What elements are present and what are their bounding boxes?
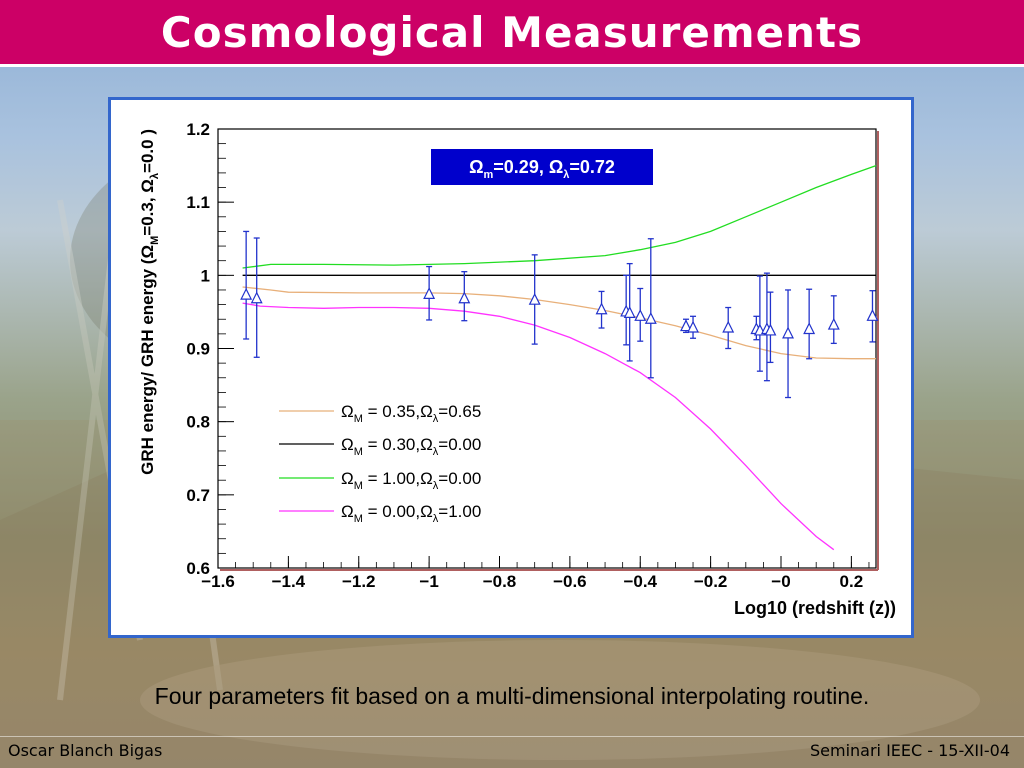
data-point xyxy=(722,320,735,333)
y-tick-label: 1.2 xyxy=(186,120,210,139)
x-tick-label: −1.2 xyxy=(342,572,376,591)
data-point xyxy=(644,311,657,324)
x-tick-label: −1 xyxy=(419,572,438,591)
plot-frame xyxy=(217,128,877,569)
y-tick-label: 1.1 xyxy=(186,193,210,212)
data-point xyxy=(528,292,541,305)
data-point xyxy=(680,319,692,332)
y-tick-label: 0.9 xyxy=(186,340,210,359)
x-tick-label: −1.4 xyxy=(272,572,306,591)
x-tick-label: −0.2 xyxy=(694,572,728,591)
x-tick-label: −0.4 xyxy=(623,572,657,591)
legend-label-2: ΩM = 1.00,Ωλ=0.00 xyxy=(341,469,481,492)
data-point xyxy=(623,306,636,318)
x-tick-label: −0.6 xyxy=(553,572,587,591)
data-point xyxy=(423,287,436,299)
slide-caption: Four parameters fit based on a multi-dim… xyxy=(154,683,870,709)
x-tick-label: −1.6 xyxy=(201,572,235,591)
data-point xyxy=(827,317,840,330)
y-tick-label: 0.7 xyxy=(186,486,210,505)
data-point xyxy=(687,320,699,333)
data-point xyxy=(634,308,647,321)
data-point xyxy=(782,326,795,339)
x-tick-label: −0.8 xyxy=(483,572,517,591)
series-line-2 xyxy=(242,164,877,269)
legend-label-0: ΩM = 0.35,Ωλ=0.65 xyxy=(341,402,481,425)
data-point xyxy=(250,291,263,304)
data-point xyxy=(866,308,879,321)
chart-panel: 0.6 0.7 0.8 0.9 1 1.1 1.2 −1.6 −1.4 −1.2 −1 −0.8 −0.… xyxy=(108,97,914,638)
data-point xyxy=(240,287,253,300)
series-line-0 xyxy=(242,286,876,360)
data-point xyxy=(595,302,608,315)
data-point xyxy=(458,291,471,304)
data-point xyxy=(764,323,777,336)
y-tick-label: 1 xyxy=(201,266,210,285)
x-tick-label: 0.2 xyxy=(840,572,864,591)
chart-svg: 0.6 0.7 0.8 0.9 1 1.1 1.2 −1.6 −1.4 −1.2 −1 −0.8 −0.… xyxy=(138,120,896,618)
footer-author: Oscar Blanch Bigas xyxy=(8,741,163,760)
y-axis-label: GRH energy/ GRH energy (ΩM=0.3, Ωλ=0.0 ) xyxy=(138,129,161,475)
footer-divider xyxy=(0,736,1024,737)
y-tick-label: 0.6 xyxy=(186,559,210,578)
x-axis-label: Log10 (redshift (z)) xyxy=(734,598,896,618)
legend-label-1: ΩM = 0.30,Ωλ=0.00 xyxy=(341,435,481,458)
fit-box-text: Ωm=0.29, Ωλ=0.72 xyxy=(469,157,615,181)
x-tick-label: −0 xyxy=(771,572,790,591)
data-point xyxy=(803,322,816,335)
footer-event: Seminari IEEC - 15-XII-04 xyxy=(809,741,1010,760)
fit-box xyxy=(431,149,653,185)
y-tick-label: 0.8 xyxy=(186,413,210,432)
legend-label-3: ΩM = 0.00,Ωλ=1.00 xyxy=(341,502,481,525)
series-line-3 xyxy=(242,302,835,551)
slide-title: Cosmological Measurements xyxy=(160,7,864,57)
title-bar: Cosmological Measurements xyxy=(0,0,1024,67)
